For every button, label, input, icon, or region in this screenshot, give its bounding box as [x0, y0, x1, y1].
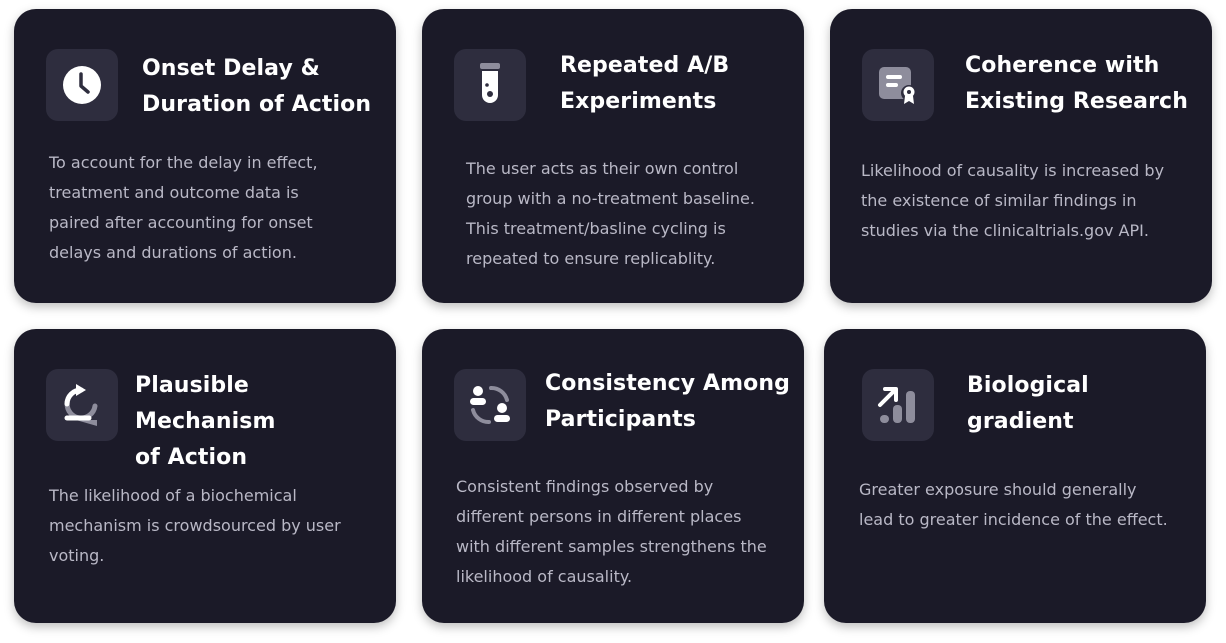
test-tube-icon — [480, 63, 500, 103]
rising-chart-icon — [878, 387, 915, 423]
card-title: Biological gradient — [967, 373, 1089, 434]
card-description: The likelihood of a biochemical mechanis… — [49, 486, 341, 565]
icon-tile — [454, 49, 526, 121]
card-title: Consistency Among Participants — [545, 371, 790, 432]
cycle-arrow-icon — [64, 384, 98, 426]
icon-tile — [46, 49, 118, 121]
card-title: Plausible Mechanism of Action — [135, 373, 276, 470]
card-description: Greater exposure should generally lead t… — [859, 480, 1168, 529]
card-title: Coherence with Existing Research — [965, 53, 1188, 114]
certificate-icon — [879, 67, 917, 104]
clock-icon — [63, 66, 101, 104]
card-onset-delay: Onset Delay & Duration of Action To acco… — [14, 9, 396, 303]
card-title: Onset Delay & Duration of Action — [142, 56, 372, 117]
card-description: Consistent findings observed by differen… — [456, 477, 767, 586]
icon-tile — [46, 369, 118, 441]
card-plausible-mechanism: Plausible Mechanism of Action The likeli… — [14, 329, 396, 623]
card-consistency: Consistency Among Participants Consisten… — [422, 329, 804, 623]
users-exchange-icon — [470, 386, 510, 424]
card-title: Repeated A/B Experiments — [560, 53, 730, 114]
card-description: The user acts as their own control group… — [466, 159, 755, 268]
icon-tile — [862, 49, 934, 121]
card-description: Likelihood of causality is increased by … — [861, 161, 1165, 240]
card-description: To account for the delay in effect, trea… — [49, 153, 318, 262]
card-repeated-ab: Repeated A/B Experiments The user acts a… — [422, 9, 804, 303]
icon-tile — [862, 369, 934, 441]
card-biological-gradient: Biological gradient Greater exposure sho… — [824, 329, 1206, 623]
card-coherence: Coherence with Existing Research Likelih… — [830, 9, 1212, 303]
icon-tile — [454, 369, 526, 441]
